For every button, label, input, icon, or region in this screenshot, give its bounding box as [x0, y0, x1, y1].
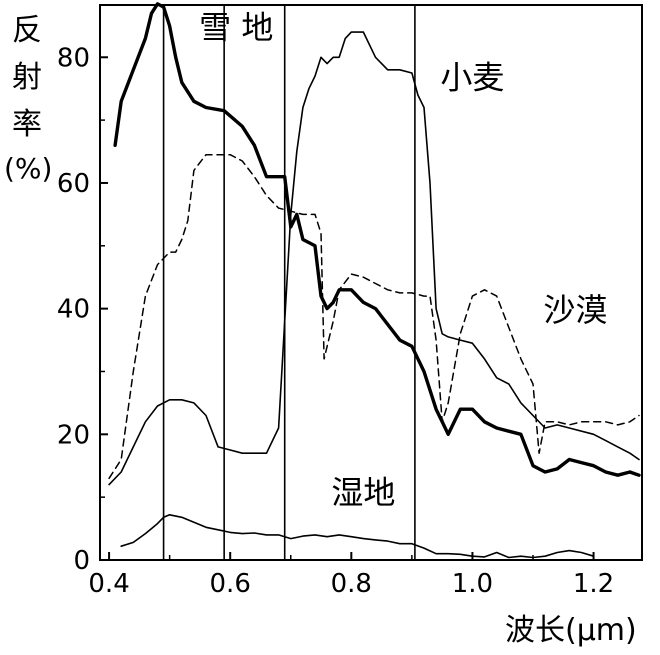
y-tick-label: 60	[57, 169, 90, 199]
annotation-湿地: 湿地	[331, 473, 395, 511]
y-axis-label: 反 射 率 (%)	[4, 13, 52, 185]
x-tick-label: 0.6	[210, 569, 251, 599]
annotation-沙漠: 沙漠	[543, 291, 607, 329]
y-tick-label: 0	[73, 546, 90, 576]
y-label-unit: (%)	[4, 152, 52, 185]
y-label-char-2: 射	[12, 60, 42, 95]
series-line-小麦	[108, 31, 640, 486]
y-tick-label: 40	[57, 295, 90, 325]
y-label-char-1: 反	[12, 13, 42, 48]
series-lines	[108, 2, 641, 559]
series-line-雪地	[113, 2, 641, 477]
x-tick-label: 0.4	[88, 569, 129, 599]
series-line-沙漠	[108, 153, 640, 480]
plot-frame	[99, 4, 643, 561]
y-label-char-3: 率	[12, 107, 42, 142]
y-tick-label: 80	[57, 43, 90, 73]
x-tick-label: 0.8	[331, 569, 372, 599]
x-tick-label: 1.0	[452, 569, 493, 599]
x-tick-label: 1.2	[573, 569, 614, 599]
vertical-reference-lines	[162, 5, 416, 560]
annotation-雪地: 雪 地	[199, 8, 273, 46]
x-axis-label: 波长(μm)	[505, 613, 637, 648]
y-tick-label: 20	[57, 420, 90, 450]
axis-ticks: 0.4 0.6 0.8 1.0 1.2 0 20 40 60 80	[57, 43, 614, 599]
series-line-湿地	[120, 513, 595, 559]
annotation-小麦: 小麦	[440, 59, 504, 97]
plot-border	[99, 4, 643, 561]
